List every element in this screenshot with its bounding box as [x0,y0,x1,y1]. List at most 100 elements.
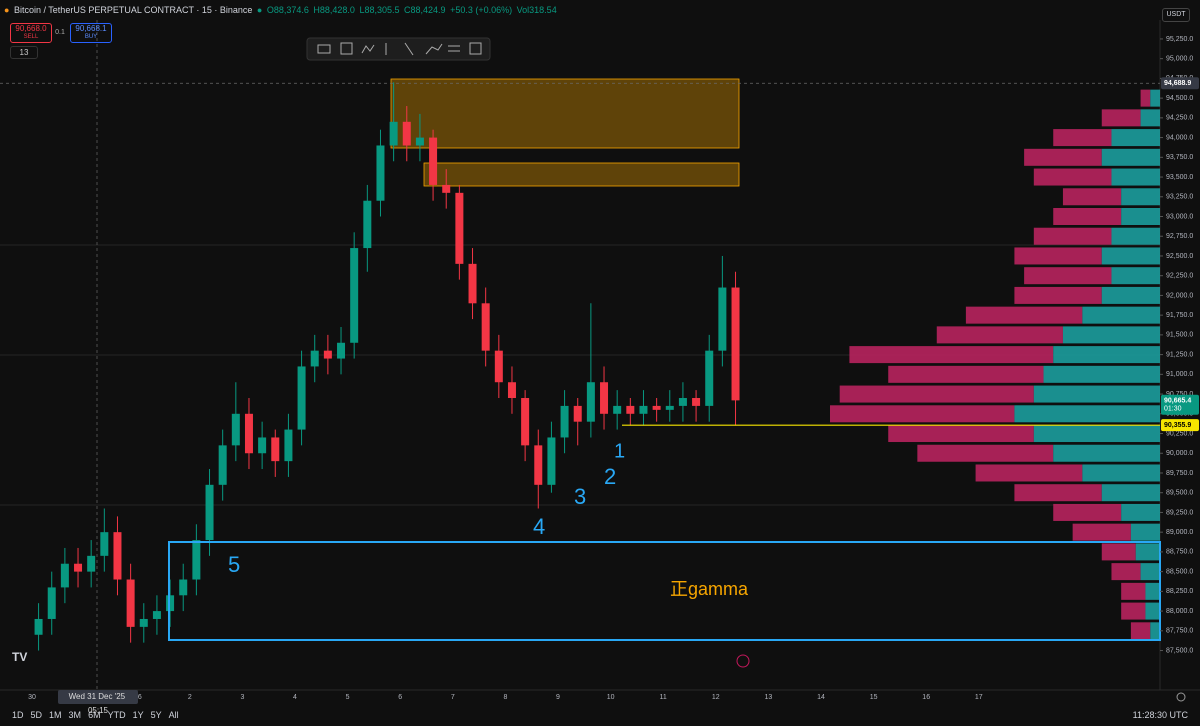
range-button[interactable]: 5D [30,710,43,720]
crosshair-price: 94,688.9 [1164,80,1191,87]
sell-volume [1101,109,1141,127]
tool-icon[interactable] [340,42,353,55]
buy-volume [1101,286,1160,304]
crosshair-time: 05:15 [87,706,109,715]
buy-volume [1145,582,1160,600]
wave-label: 4 [533,514,545,539]
buy-volume [1111,267,1160,285]
y-tick-label: 94,000.0 [1166,134,1193,141]
ohlc-open: O88,374.6 [266,5,309,15]
supply-zone[interactable] [423,162,740,187]
sell-text: SELL [23,34,39,40]
buy-text: BUY [84,34,98,40]
x-tick-label: 15 [870,694,878,701]
candle-body [350,248,359,343]
sell-volume [830,405,1015,423]
last-price-bg [1161,394,1199,415]
candle-body [218,445,227,485]
y-tick-label: 93,500.0 [1166,174,1193,181]
candles [34,82,740,651]
buy-button[interactable]: 90,668.1 BUY [70,23,112,43]
tool-icon[interactable] [317,44,331,54]
candle-body [231,413,240,446]
candle-body [613,405,622,414]
symbol[interactable]: Bitcoin / TetherUS PERPETUAL CONTRACT · … [13,5,253,15]
coin-icon: ● [4,5,10,15]
buy-volume [1121,208,1160,226]
sell-volume [1140,89,1151,107]
ohlc-change: +50.3 (+0.06%) [450,5,513,15]
ohlc-close: C88,424.9 [404,5,446,15]
ohlc-high: H88,428.0 [313,5,355,15]
range-button[interactable]: 3M [68,710,82,720]
y-tick-label: 88,750.0 [1166,549,1193,556]
candle-body [534,445,543,485]
y-tick-label: 88,500.0 [1166,568,1193,575]
sell-volume [888,365,1044,383]
candle-body [678,398,687,406]
candle-body [179,579,188,596]
level-price: 90,355.9 [1164,422,1191,429]
y-tick-label: 92,000.0 [1166,292,1193,299]
y-tick-label: 91,500.0 [1166,332,1193,339]
y-tick-label: 91,250.0 [1166,351,1193,358]
y-tick-label: 90,250.0 [1166,430,1193,437]
buy-volume [1111,168,1160,186]
settings-icon[interactable] [1176,692,1186,702]
candle-body [573,405,582,422]
sell-button[interactable]: 90,668.0 SELL [10,23,52,43]
candle-body [34,618,43,635]
candle-body [100,532,109,556]
y-tick-label: 92,250.0 [1166,273,1193,280]
x-tick-label: 10 [607,694,615,701]
range-button[interactable]: All [168,710,179,720]
buy-volume [1111,227,1160,245]
buy-volume [1101,247,1160,265]
tool-icon[interactable] [469,42,482,55]
sell-volume [965,306,1083,324]
range-button[interactable]: 6M [88,710,101,720]
currency-button[interactable]: USDT [1162,8,1190,22]
sell-price: 90,668.0 [15,24,47,33]
candle-body [297,366,306,430]
sell-volume [1121,602,1146,620]
level-price-bg [1161,419,1199,432]
candle-body [192,540,201,580]
candle-body [718,287,727,351]
buy-volume [1033,385,1160,403]
candle-body [402,121,411,146]
y-tick-label: 87,750.0 [1166,628,1193,635]
crosshair-price-bg [1161,77,1199,90]
candle-body [731,287,740,401]
supply-zone[interactable] [390,78,740,149]
buy-volume [1135,543,1160,561]
tool-icon[interactable] [361,44,375,54]
tool-icon[interactable] [404,42,414,56]
candle-body [60,563,69,588]
range-button[interactable]: 1M [49,710,62,720]
range-button[interactable]: 1D [12,710,24,720]
range-button[interactable]: YTD [107,710,126,720]
x-tick-label: 17 [975,694,983,701]
y-tick-label: 89,250.0 [1166,509,1193,516]
range-button[interactable]: 5Y [150,710,162,720]
candle-body [113,532,122,580]
tool-icon[interactable] [425,43,443,55]
y-tick-label: 95,000.0 [1166,56,1193,63]
x-tick-label: 4 [293,694,297,701]
candle-body [310,350,319,367]
alert-icon[interactable] [736,654,750,668]
buy-volume [1150,622,1160,640]
candle-body [521,398,530,446]
y-tick-label: 91,750.0 [1166,312,1193,319]
y-tick-label: 94,500.0 [1166,95,1193,102]
sell-volume [1014,484,1102,502]
y-tick-label: 93,000.0 [1166,213,1193,220]
y-tick-label: 89,000.0 [1166,529,1193,536]
indicators-toggle[interactable]: 13 [10,46,38,59]
sell-volume [1014,247,1102,265]
buy-volume [1082,464,1160,482]
range-button[interactable]: 1Y [132,710,144,720]
y-tick-label: 87,500.0 [1166,647,1193,654]
